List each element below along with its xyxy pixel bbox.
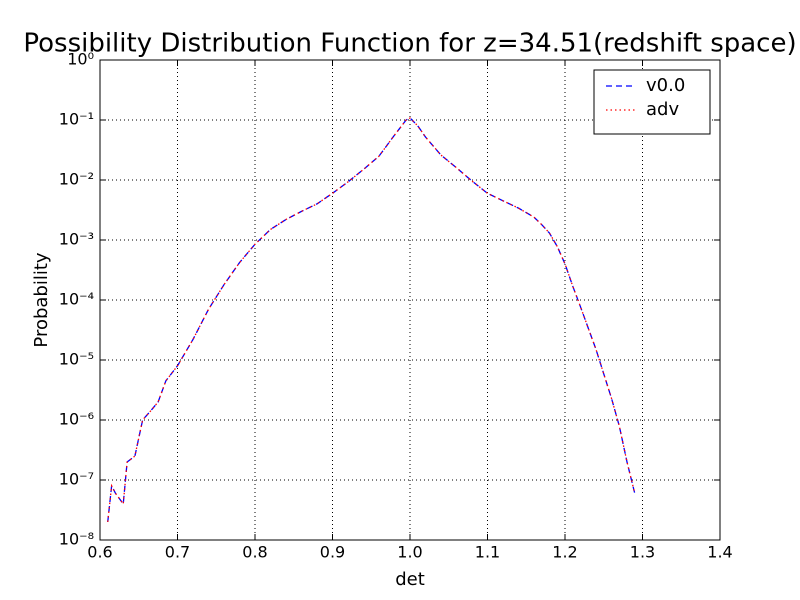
data-line bbox=[107, 117, 636, 523]
y-tick-label: 10⁻⁴ bbox=[59, 290, 94, 309]
x-tick-label: 0.7 bbox=[165, 543, 190, 562]
y-tick-label: 10⁰ bbox=[67, 50, 94, 69]
legend-text: v0.0 bbox=[646, 75, 685, 96]
x-tick-label: 0.6 bbox=[87, 543, 112, 562]
legend-box bbox=[593, 69, 711, 135]
x-tick-label: 1.0 bbox=[397, 543, 422, 562]
y-tick-label: 10⁻¹ bbox=[59, 110, 94, 129]
x-tick-label: 1.3 bbox=[630, 543, 655, 562]
x-tick-label: 1.4 bbox=[707, 543, 732, 562]
x-tick-label: 0.8 bbox=[242, 543, 267, 562]
x-tick-label: 1.2 bbox=[552, 543, 577, 562]
y-tick-label: 10⁻² bbox=[59, 170, 94, 189]
y-tick-label: 10⁻⁷ bbox=[59, 470, 94, 489]
data-line bbox=[107, 117, 636, 523]
y-tick-label: 10⁻⁶ bbox=[59, 410, 94, 429]
legend: v0.0 adv bbox=[593, 69, 711, 135]
x-tick-label: 0.9 bbox=[320, 543, 345, 562]
y-axis-label: Probability bbox=[31, 252, 52, 347]
x-tick-label: 1.1 bbox=[475, 543, 500, 562]
y-tick-label: 10⁻⁸ bbox=[59, 530, 94, 549]
chart-title: Possibility Distribution Function for z=… bbox=[23, 29, 796, 59]
plot-frame bbox=[99, 59, 721, 541]
y-tick-label: 10⁻³ bbox=[59, 230, 94, 249]
legend-text: adv bbox=[646, 99, 679, 120]
y-tick-label: 10⁻⁵ bbox=[59, 350, 94, 369]
x-axis-label: det bbox=[395, 569, 425, 590]
